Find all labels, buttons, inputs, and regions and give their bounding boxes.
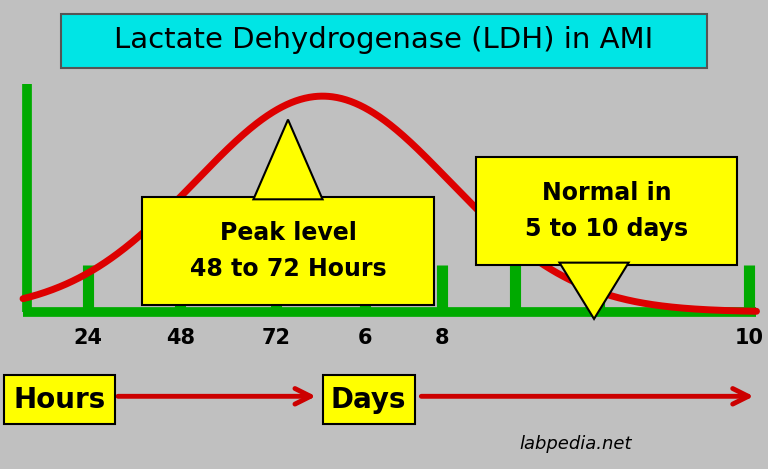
Text: Days: Days [331, 386, 406, 414]
Text: 6: 6 [358, 328, 372, 348]
Polygon shape [559, 263, 628, 319]
Text: Peak level
48 to 72 Hours: Peak level 48 to 72 Hours [190, 221, 386, 280]
FancyBboxPatch shape [4, 375, 115, 424]
Text: 8: 8 [435, 328, 449, 348]
Text: 24: 24 [74, 328, 103, 348]
FancyBboxPatch shape [476, 157, 737, 265]
Polygon shape [253, 120, 323, 199]
Text: 10: 10 [734, 328, 763, 348]
FancyBboxPatch shape [61, 14, 707, 68]
Text: Lactate Dehydrogenase (LDH) in AMI: Lactate Dehydrogenase (LDH) in AMI [114, 26, 654, 54]
Text: labpedia.net: labpedia.net [520, 435, 632, 453]
FancyBboxPatch shape [142, 197, 434, 305]
Text: 48: 48 [166, 328, 195, 348]
Text: Hours: Hours [13, 386, 106, 414]
Text: Normal in
5 to 10 days: Normal in 5 to 10 days [525, 182, 688, 241]
FancyBboxPatch shape [323, 375, 415, 424]
Text: 72: 72 [262, 328, 291, 348]
